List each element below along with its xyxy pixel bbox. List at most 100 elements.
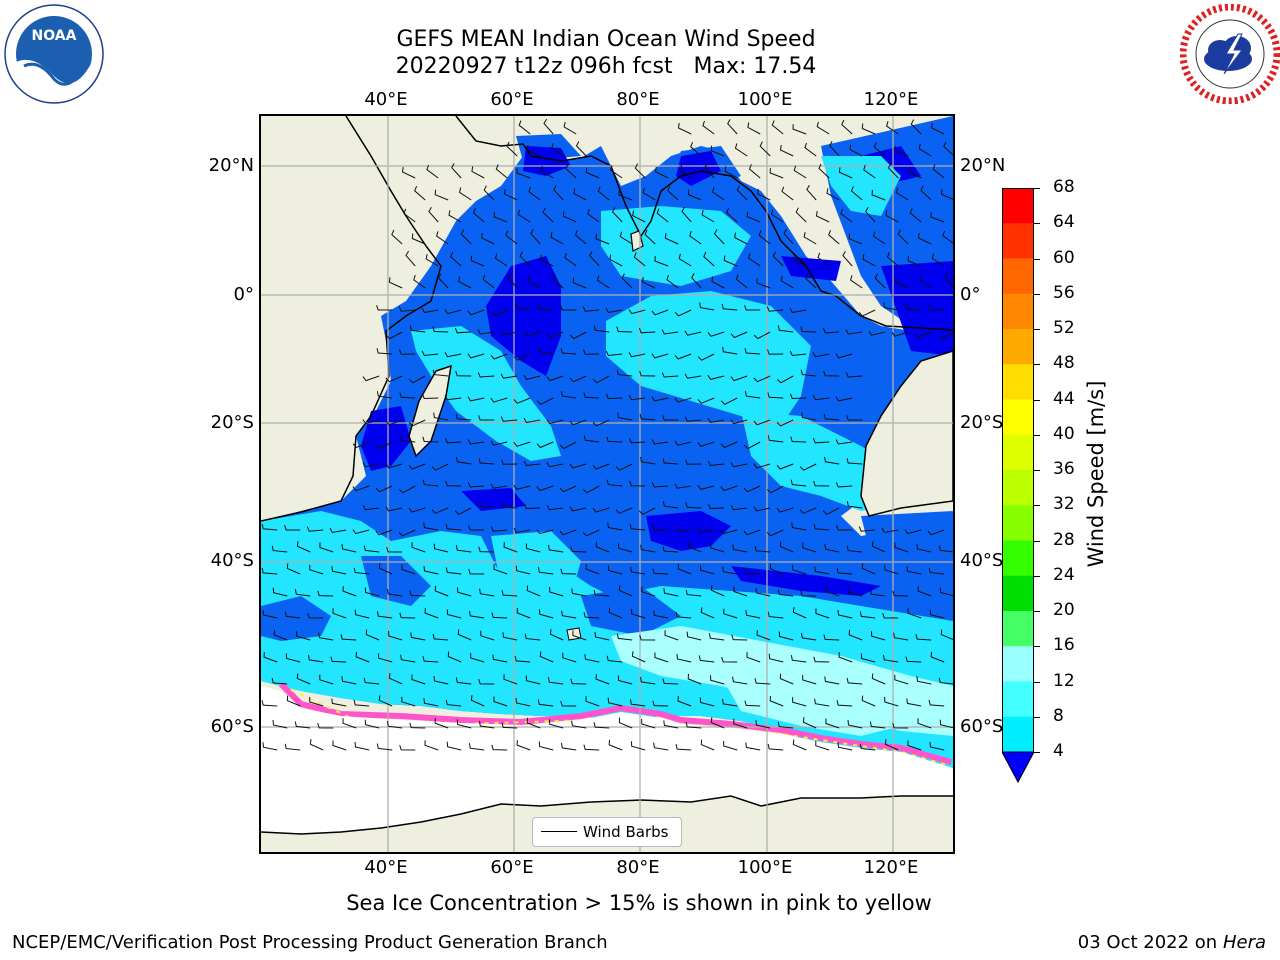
wind-barb	[662, 546, 679, 553]
wind-barb	[456, 456, 472, 465]
wind-barb	[759, 141, 771, 157]
wind-barb	[410, 632, 426, 641]
wind-barb	[362, 375, 380, 382]
wind-barb	[845, 372, 863, 378]
sea-ice-edge	[278, 681, 952, 765]
wind-barb	[478, 501, 495, 509]
wind-barb	[329, 527, 347, 534]
wind-barb	[445, 699, 462, 707]
lat-tick-right: 60°S	[960, 716, 1004, 737]
wind-barb	[707, 331, 725, 337]
wind-barb	[644, 229, 656, 245]
wind-barb	[710, 542, 725, 553]
wind-barb	[615, 507, 633, 514]
colorbar-tick-label: 48	[1053, 353, 1075, 374]
wind-barb	[812, 352, 830, 358]
wind-barb	[537, 303, 554, 311]
wind-barb	[634, 163, 646, 179]
colorbar-tick-mark	[1034, 575, 1040, 577]
wind-barb	[606, 436, 623, 443]
wind-barb	[318, 632, 334, 641]
wind-barb	[436, 231, 449, 245]
wind-barb	[860, 653, 876, 663]
wind-barb	[792, 124, 807, 135]
wind-barb	[467, 482, 485, 488]
wind-barb	[585, 696, 600, 707]
wind-barb	[525, 675, 541, 685]
wind-barb	[376, 391, 393, 399]
wind-barb	[408, 507, 426, 513]
wind-barb	[539, 609, 554, 619]
wind-barb	[895, 276, 909, 289]
wind-barb	[399, 349, 416, 355]
colorbar-tick-mark	[1034, 223, 1040, 225]
wind-barb	[272, 587, 288, 597]
wind-speed-map[interactable]: Wind Barbs	[259, 114, 955, 854]
wind-barb	[769, 563, 784, 575]
wind-barb	[824, 676, 840, 685]
wind-barb	[618, 543, 633, 553]
wind-barb	[747, 122, 761, 135]
wind-barb	[460, 229, 472, 245]
wind-barb	[825, 586, 840, 597]
wind-barb	[478, 415, 495, 421]
wind-barb	[569, 375, 587, 383]
wind-barb	[376, 305, 393, 311]
wind-barb	[388, 630, 403, 641]
wind-barb	[629, 699, 646, 707]
wind-barb	[823, 413, 840, 421]
wind-barb	[606, 479, 623, 487]
wind-barb	[707, 417, 725, 424]
wind-barb	[800, 590, 817, 597]
wind-barb	[527, 275, 541, 289]
wind-barb	[893, 632, 909, 641]
wind-barb	[779, 145, 794, 157]
wind-barb	[616, 369, 633, 377]
wind-barb	[840, 208, 853, 223]
wind-barb	[631, 608, 646, 619]
wind-barb	[681, 206, 692, 223]
wind-barb	[317, 590, 334, 597]
wind-barb	[664, 233, 679, 245]
wind-barb	[458, 276, 472, 289]
wind-barb	[662, 501, 679, 509]
wind-barb	[846, 415, 863, 421]
wind-barb	[574, 230, 587, 245]
wind-barb	[571, 720, 587, 729]
wind-barb	[526, 585, 541, 597]
colorbar-tick-mark	[1034, 470, 1040, 471]
wind-barb	[342, 718, 357, 729]
wind-barb	[789, 307, 807, 314]
colorbar-tick-label: 68	[1053, 177, 1075, 197]
wind-barb	[468, 525, 485, 531]
wind-barb	[938, 677, 953, 685]
wind-barb	[401, 564, 416, 575]
wind-barb	[915, 634, 932, 641]
wind-barb	[518, 120, 531, 135]
colorbar-tick-mark	[1034, 716, 1040, 718]
wind-barb	[477, 329, 495, 335]
wind-barb	[746, 211, 761, 223]
wind-barb	[804, 142, 817, 157]
wind-barb	[884, 739, 899, 751]
wind-barb	[700, 607, 715, 619]
wind-barb	[654, 256, 669, 267]
wind-barb	[930, 651, 945, 663]
wind-barb	[437, 273, 449, 289]
wind-barb	[651, 396, 669, 402]
wind-barb	[494, 253, 508, 267]
wind-barb	[424, 740, 439, 751]
wind-barb	[608, 739, 623, 751]
wind-barb	[560, 348, 577, 355]
wind-barb	[724, 166, 738, 179]
wind-barb	[609, 254, 623, 267]
wind-barb	[806, 184, 817, 201]
wind-barb	[848, 629, 863, 641]
wind-barb	[710, 717, 725, 729]
wind-barb	[296, 541, 311, 553]
wind-barb	[341, 543, 357, 553]
wind-barb	[836, 525, 853, 531]
wind-barb	[767, 611, 784, 619]
wind-barb	[846, 458, 863, 465]
wind-barb	[910, 119, 922, 135]
